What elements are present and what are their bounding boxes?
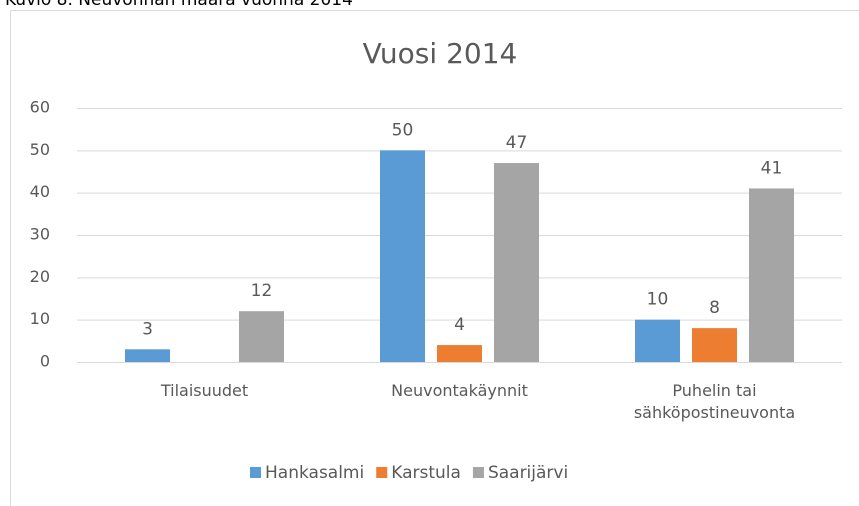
data-label: 12: [251, 281, 273, 301]
y-tick-label: 10: [30, 309, 50, 328]
data-label: 41: [761, 158, 783, 178]
data-label: 50: [392, 120, 414, 140]
data-label: 10: [647, 290, 669, 310]
legend-label: Hankasalmi: [265, 463, 364, 483]
bar: [125, 349, 170, 362]
x-tick-label: Puhelin tai sähköpostineuvonta: [633, 381, 796, 422]
y-tick-label: 20: [30, 267, 50, 286]
x-tick-label: Neuvontakäynnit: [391, 381, 528, 400]
y-tick-label: 40: [30, 182, 50, 201]
y-tick-label: 50: [30, 140, 50, 159]
bar: [749, 188, 794, 362]
bar: [239, 311, 284, 362]
data-label: 4: [454, 315, 465, 335]
caption: Kuvio 8. Neuvonnan määrä vuonna 2014: [5, 0, 353, 10]
bar: [380, 150, 425, 362]
y-tick-label: 60: [30, 98, 50, 117]
legend-label: Saarijärvi: [488, 463, 568, 483]
bar: [494, 163, 539, 362]
legend-swatch: [376, 467, 388, 478]
data-label: 47: [506, 133, 528, 153]
bar: [635, 319, 680, 362]
x-tick-label: Tilaisuudet: [160, 381, 249, 400]
data-label: 3: [142, 319, 153, 339]
legend-label: Karstula: [391, 463, 461, 483]
chart-title: Vuosi 2014: [363, 37, 518, 70]
bar: [692, 328, 737, 362]
y-tick-label: 0: [40, 352, 50, 371]
data-label: 8: [709, 298, 720, 318]
legend-swatch: [250, 467, 261, 478]
bar: [437, 345, 482, 362]
legend-swatch: [472, 467, 484, 478]
y-tick-label: 30: [30, 225, 50, 244]
